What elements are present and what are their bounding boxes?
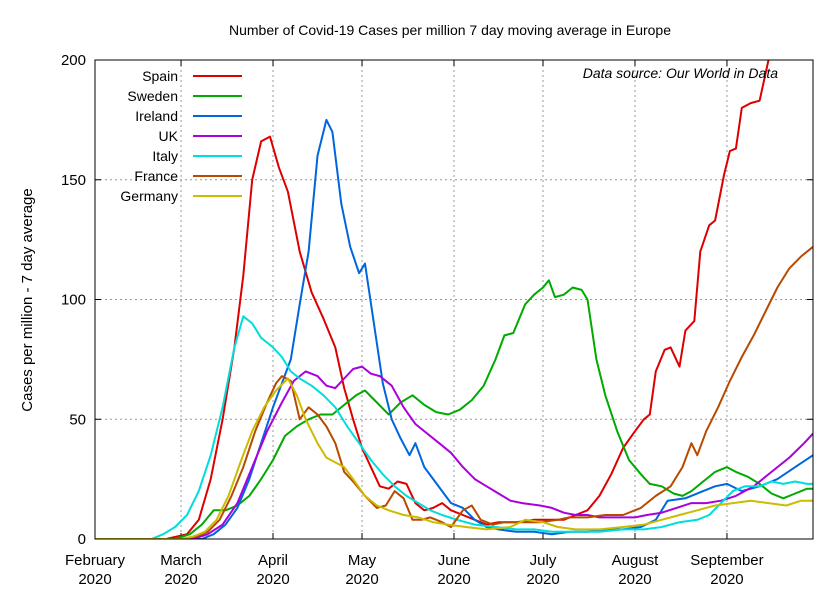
series-line-germany [95, 377, 813, 539]
legend-label-spain: Spain [142, 68, 178, 84]
series-line-sweden [95, 279, 813, 539]
axis-ticks: 0 50 100 150 200 February 2020 March 2020 April 20… [61, 52, 813, 588]
x-tick-label-month: July [530, 552, 557, 569]
series-line-france [95, 246, 813, 539]
legend-label-germany: Germany [120, 188, 178, 204]
y-tick-label: 100 [61, 292, 86, 309]
x-tick-label-month: April [258, 552, 288, 569]
plot-frame [94, 59, 814, 540]
x-tick-label-year: 2020 [526, 571, 559, 588]
x-tick-label-year: 2020 [710, 571, 743, 588]
legend-label-italy: Italy [152, 148, 178, 164]
series-lines [95, 60, 813, 539]
x-tick-label-year: 2020 [78, 571, 111, 588]
y-tick-label: 0 [78, 531, 86, 548]
x-tick-label-month: June [438, 552, 471, 569]
series-line-italy [95, 315, 813, 539]
x-tick-label-month: February [65, 552, 126, 569]
x-tick-label-month: August [612, 552, 660, 569]
y-tick-label: 200 [61, 52, 86, 69]
x-tick-label-year: 2020 [618, 571, 651, 588]
legend: Spain Sweden Ireland UK Italy France Germany [120, 68, 242, 204]
data-source-note: Data source: Our World in Data [583, 65, 779, 81]
legend-label-uk: UK [159, 128, 179, 144]
chart-title: Number of Covid-19 Cases per million 7 d… [229, 22, 671, 38]
y-tick-label: 50 [69, 411, 86, 428]
x-tick-label-month: September [690, 552, 763, 569]
legend-label-ireland: Ireland [135, 108, 178, 124]
y-tick-label: 150 [61, 172, 86, 189]
x-tick-label-month: May [348, 552, 377, 569]
legend-label-sweden: Sweden [127, 88, 178, 104]
x-tick-label-month: March [160, 552, 202, 569]
x-tick-label-year: 2020 [256, 571, 289, 588]
x-tick-label-year: 2020 [164, 571, 197, 588]
y-axis-label: Cases per million - 7 day average [19, 188, 36, 411]
series-line-ireland [95, 118, 813, 539]
x-tick-label-year: 2020 [345, 571, 378, 588]
legend-label-france: France [134, 168, 178, 184]
x-tick-label-year: 2020 [437, 571, 470, 588]
